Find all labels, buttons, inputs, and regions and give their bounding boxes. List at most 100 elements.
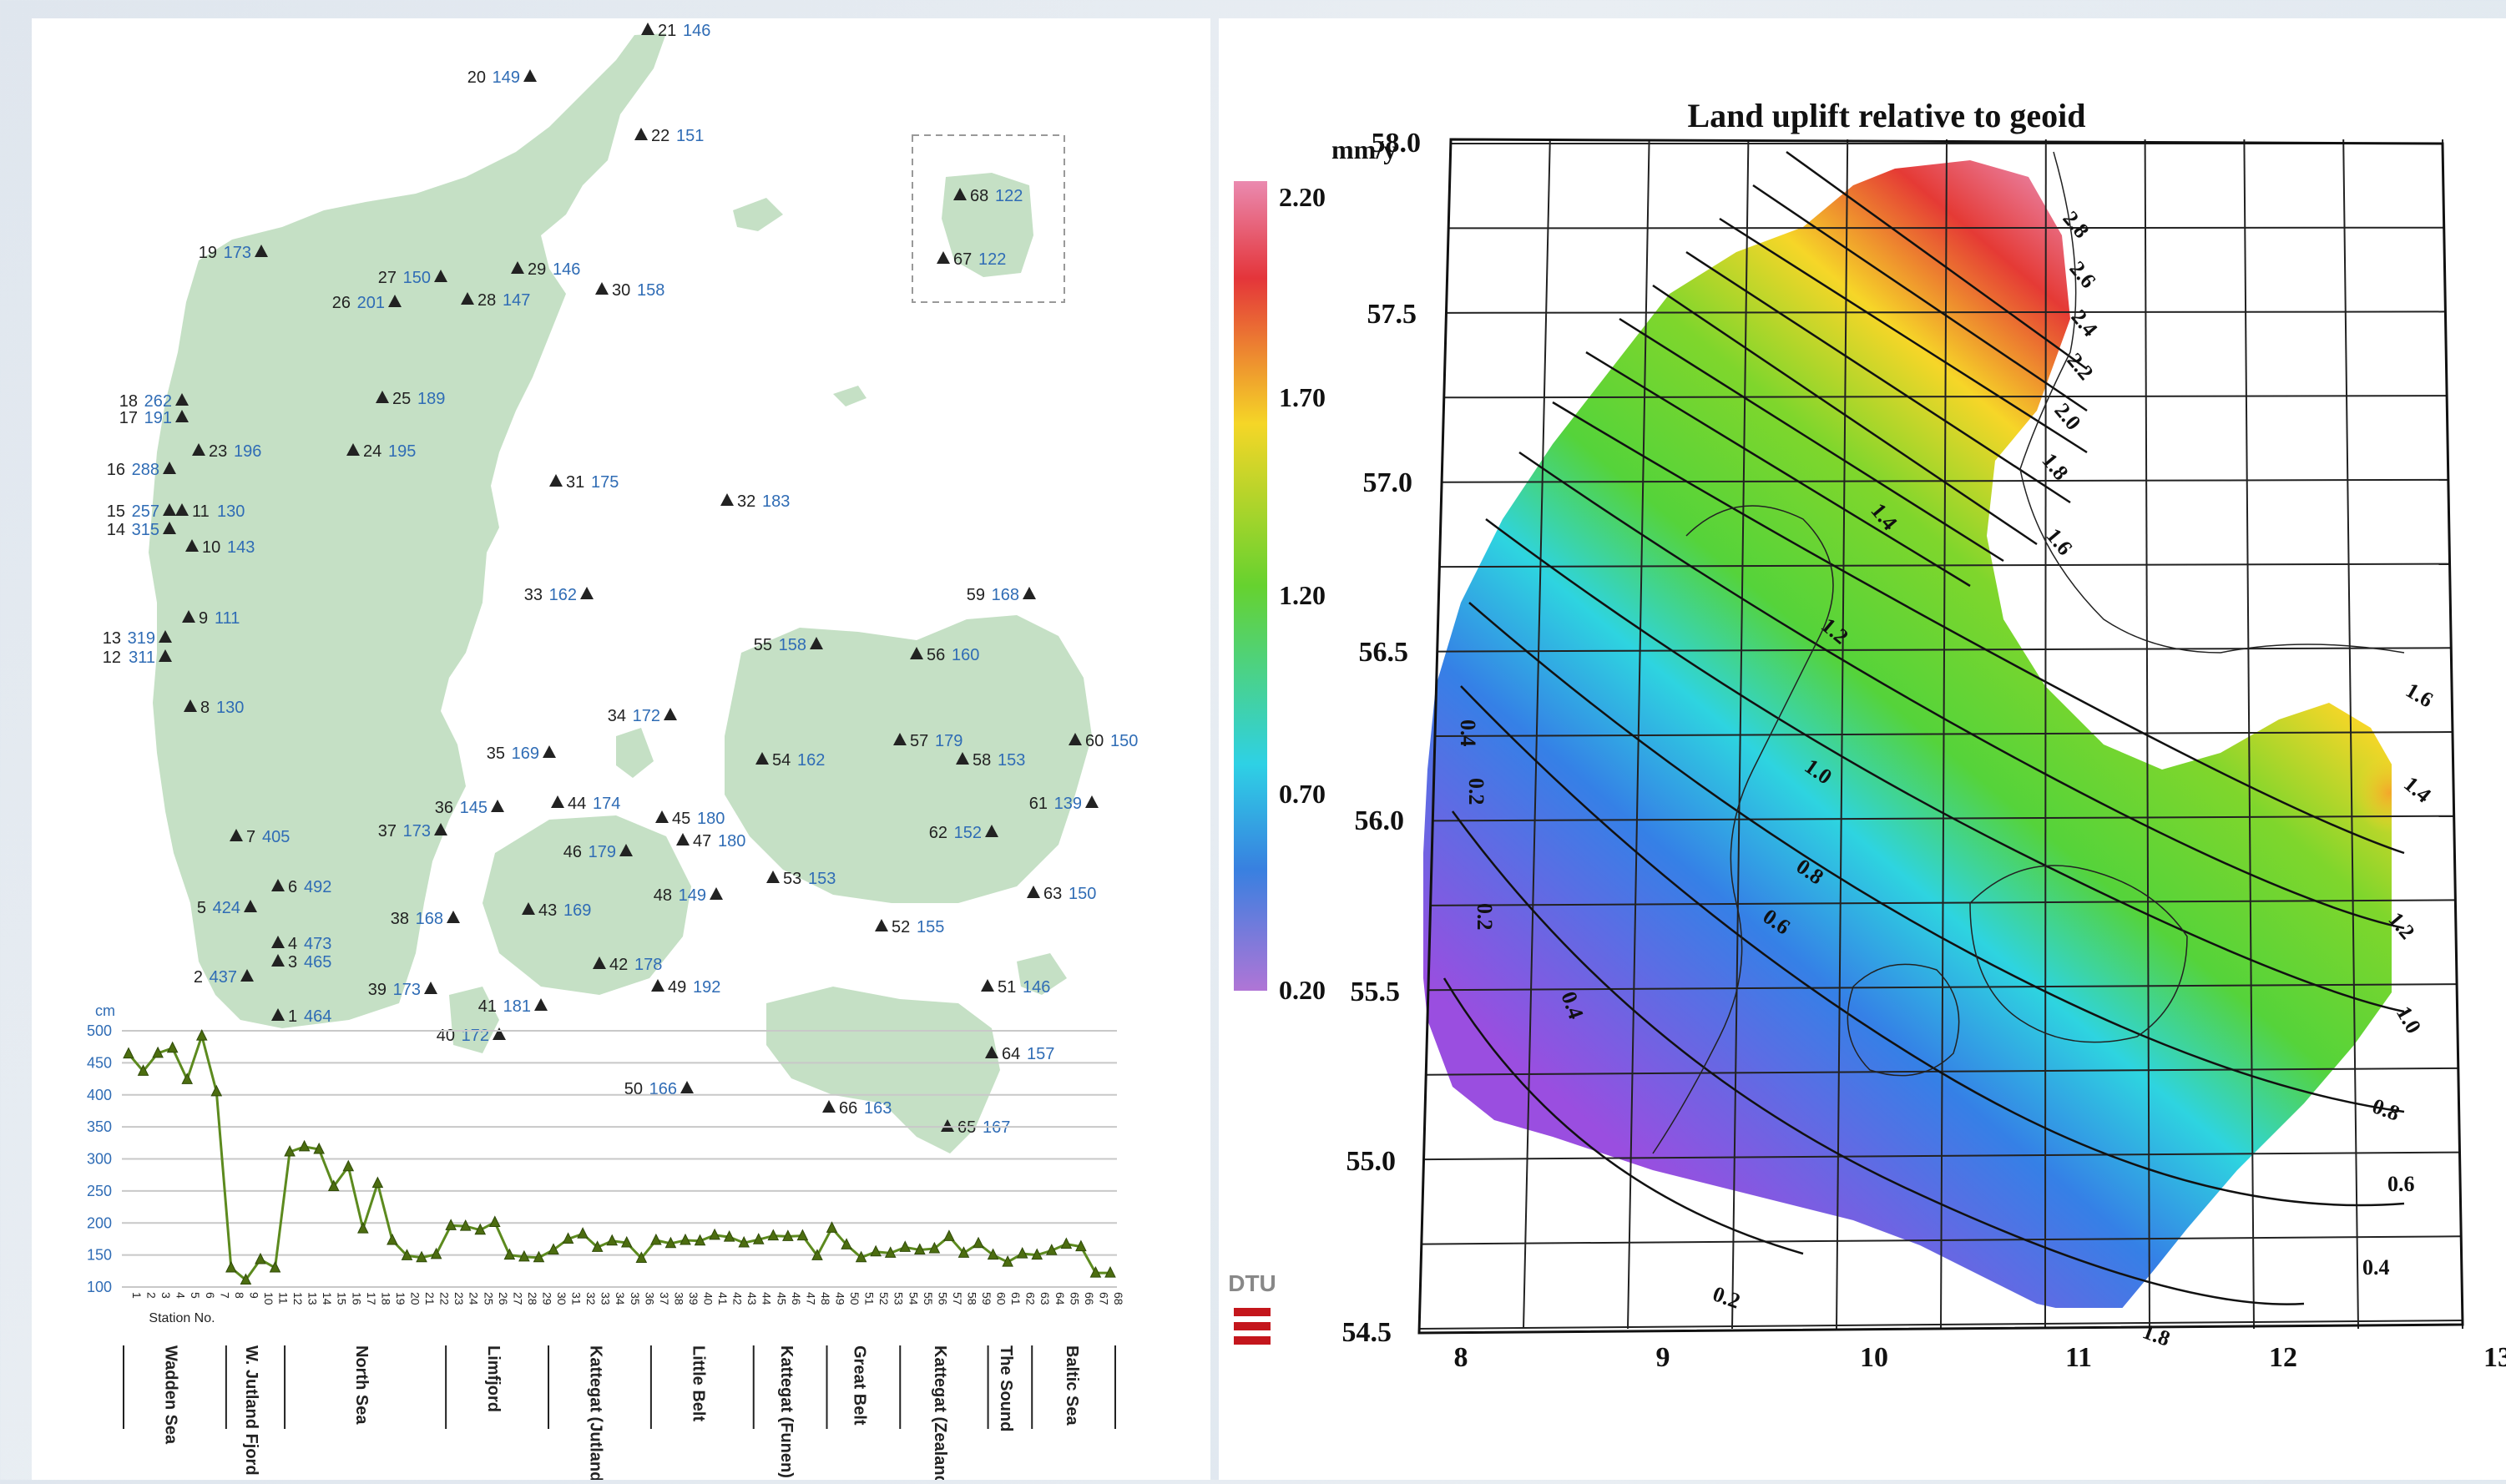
- x-tick-label: 24: [467, 1292, 481, 1305]
- station-number: 61: [1029, 795, 1048, 813]
- station-value: 178: [634, 956, 662, 974]
- station-number: 30: [612, 281, 630, 300]
- station-value: 192: [693, 978, 720, 997]
- x-tick-label: 31: [570, 1292, 584, 1305]
- station-number: 15: [107, 502, 125, 521]
- station-triangle-icon: [580, 587, 594, 599]
- station-value: 157: [1027, 1045, 1054, 1063]
- x-tick-label: 8: [233, 1292, 246, 1299]
- contour-label: 0.2: [1473, 903, 1497, 931]
- station-number: 8: [200, 699, 210, 717]
- station-number: 35: [487, 745, 505, 763]
- x-tick-label: 59: [980, 1292, 993, 1305]
- x-tick-label: 3: [159, 1292, 173, 1299]
- contour-label: 1.4: [2399, 771, 2436, 807]
- x-tick-label: 25: [482, 1292, 495, 1305]
- colorbar-ticks: 2.201.701.200.700.20: [1279, 182, 1326, 1005]
- region-label: Little Belt: [690, 1345, 708, 1421]
- station-number: 1: [288, 1007, 297, 1026]
- station-number: 17: [119, 409, 138, 427]
- station-number: 68: [970, 187, 988, 205]
- x-tick-label: 14: [321, 1292, 334, 1305]
- station-number: 26: [332, 294, 351, 312]
- contour-label: 0.6: [2387, 1172, 2415, 1196]
- station-value: 262: [144, 392, 172, 411]
- data-point: [372, 1178, 382, 1188]
- station-value: 179: [935, 732, 962, 750]
- y-tick-label: 100: [87, 1279, 112, 1295]
- station-number: 23: [209, 442, 227, 461]
- x-tick-label: 36: [643, 1292, 656, 1305]
- contour-label: 1.6: [2402, 678, 2438, 712]
- x-tick-label: 40: [702, 1292, 715, 1305]
- station-value: 257: [132, 502, 159, 521]
- x-tick-label: 46: [790, 1292, 803, 1305]
- station-value: 180: [697, 810, 725, 828]
- x-tick-label: 47: [804, 1292, 817, 1305]
- station-value: 424: [213, 899, 240, 917]
- station-value: 149: [493, 68, 520, 87]
- station-number: 20: [467, 68, 486, 87]
- data-point: [182, 1073, 192, 1083]
- data-point: [300, 1141, 310, 1151]
- station-triangle-icon: [424, 982, 437, 994]
- station-number: 10: [202, 538, 220, 557]
- x-tick-label: 58: [965, 1292, 978, 1305]
- x-tick-label: 67: [1097, 1292, 1110, 1305]
- x-tick-label: 50: [848, 1292, 861, 1305]
- latitude-tick-label: 56.5: [1359, 637, 1409, 668]
- contour-label: 2.8: [2058, 206, 2094, 243]
- x-tick-label: 68: [1112, 1292, 1125, 1305]
- x-tick-label: 30: [555, 1292, 568, 1305]
- station-value: 160: [952, 646, 979, 664]
- station-value: 473: [304, 935, 331, 953]
- station-value: 139: [1054, 795, 1082, 813]
- contour-label: 2.0: [2049, 398, 2085, 435]
- contour-label: 1.6: [2041, 523, 2077, 560]
- x-tick-label: 35: [629, 1292, 642, 1305]
- station-triangle-icon: [822, 1100, 836, 1113]
- x-tick-label: 43: [745, 1292, 759, 1305]
- contour-label: 0.4: [2362, 1255, 2390, 1280]
- contour-label: 0.4: [1456, 719, 1480, 747]
- station-number: 38: [391, 910, 409, 928]
- station-number: 56: [927, 646, 945, 664]
- data-point: [607, 1235, 617, 1245]
- latitude-tick-label: 56.0: [1355, 805, 1405, 836]
- colorbar-tick-label: 2.20: [1279, 182, 1326, 212]
- data-point: [168, 1042, 178, 1052]
- station-value: 163: [864, 1099, 892, 1118]
- parallel-line: [1447, 311, 2446, 312]
- contour-label: 0.2: [1464, 778, 1488, 805]
- region-label: Great Belt: [851, 1345, 869, 1426]
- station-value: 191: [144, 409, 172, 427]
- x-tick-label: 5: [189, 1292, 202, 1299]
- x-tick-label: 2: [145, 1292, 159, 1299]
- station-number: 31: [566, 473, 584, 492]
- station-value: 147: [503, 291, 530, 310]
- colorbar-tick-label: 1.20: [1279, 580, 1326, 610]
- contour-label: 0.2: [1710, 1281, 1743, 1313]
- station-triangle-icon: [766, 871, 780, 883]
- station-value: 150: [1110, 732, 1138, 750]
- station-value: 162: [797, 751, 825, 770]
- data-point: [548, 1244, 558, 1254]
- station-number: 59: [967, 586, 985, 604]
- station-triangle-icon: [549, 474, 563, 487]
- station-number: 21: [658, 22, 676, 40]
- x-tick-label: 21: [423, 1292, 437, 1305]
- region-label: Kattegat (Zealand): [931, 1345, 949, 1480]
- x-tick-label: 20: [408, 1292, 422, 1305]
- x-tick-label: 49: [834, 1292, 847, 1305]
- station-value: 173: [224, 244, 251, 262]
- data-point: [358, 1223, 368, 1233]
- station-number: 57: [910, 732, 928, 750]
